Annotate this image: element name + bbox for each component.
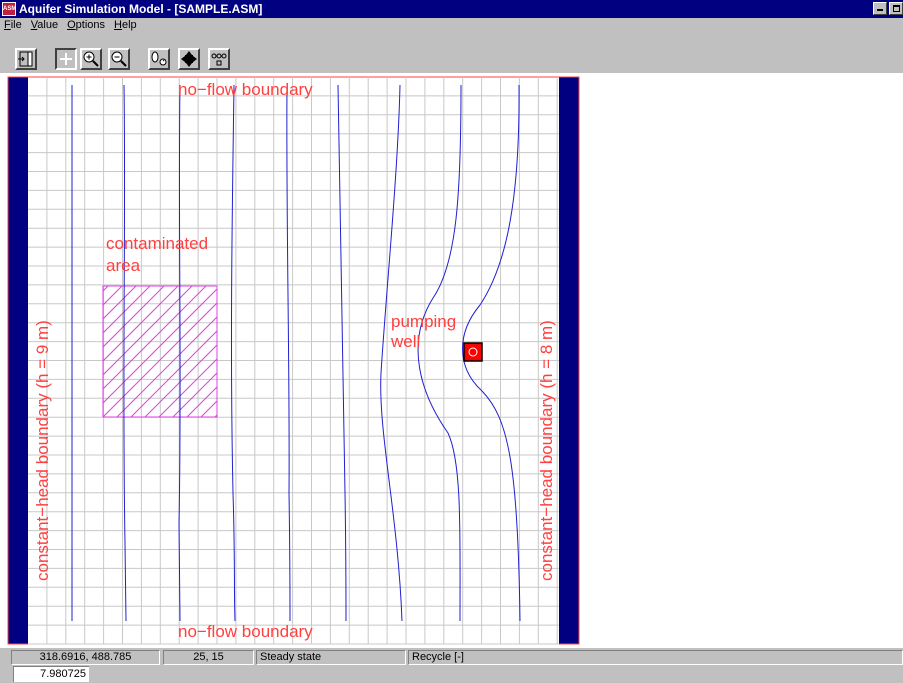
menu-help-accel: H	[114, 18, 122, 31]
menu-file[interactable]: File	[4, 19, 22, 31]
contaminated-area-label-line2: area	[106, 256, 141, 275]
minimize-button[interactable]	[873, 2, 887, 15]
contaminated-hatch-line	[229, 286, 360, 417]
zoom-out-button[interactable]	[108, 48, 130, 70]
contaminated-hatch-line	[103, 286, 151, 334]
contaminated-hatch-line	[158, 358, 217, 417]
contaminated-hatch-line	[214, 414, 217, 417]
contaminated-hatch-line	[103, 286, 207, 390]
contaminated-hatch-line	[130, 330, 217, 417]
contaminated-hatch-line	[186, 386, 217, 417]
status-cell-value: 7.980725	[13, 666, 89, 682]
bottom-boundary-label: no−flow boundary	[178, 622, 313, 641]
menu-options-accel: O	[67, 18, 76, 31]
status-bar: 318.6916, 488.785 25, 15 Steady state Re…	[0, 648, 903, 683]
head-contours	[71, 84, 521, 622]
well-symbol-icon	[468, 347, 478, 357]
grid-dots-icon	[211, 53, 227, 66]
aquifer-map[interactable]: no−flow boundary no−flow boundary consta…	[0, 73, 903, 648]
left-boundary-bar	[8, 77, 28, 644]
menu-value-label: alue	[37, 18, 59, 31]
contaminated-area[interactable]	[0, 285, 360, 418]
right-boundary-label: constant−head boundary (h = 8 m)	[537, 320, 556, 581]
window-controls	[873, 2, 903, 15]
menu-help-label: elp	[121, 18, 137, 31]
zoom-in-button[interactable]	[80, 48, 102, 70]
title-bar: ASM Aquifer Simulation Model - [SAMPLE.A…	[0, 0, 903, 18]
maximize-button[interactable]	[889, 2, 903, 15]
app-icon[interactable]: ASM	[2, 2, 16, 16]
menu-options-label: ptions	[75, 18, 105, 31]
contour-line	[286, 84, 291, 622]
contaminated-area-border	[102, 285, 218, 418]
right-boundary-bar	[559, 77, 579, 644]
crosshair-icon	[60, 53, 72, 65]
contour-line	[380, 84, 403, 622]
contaminated-hatch-line	[103, 302, 217, 417]
exit-button[interactable]	[15, 48, 37, 70]
contour-line	[123, 84, 127, 622]
contaminated-hatch-line	[144, 344, 217, 417]
contaminated-hatch-line	[103, 286, 193, 376]
left-boundary-label: constant−head boundary (h = 9 m)	[33, 320, 52, 581]
menu-options[interactable]: Options	[67, 19, 105, 31]
pan-button[interactable]	[178, 48, 200, 70]
select-cell-button[interactable]	[55, 48, 77, 70]
contour-line	[462, 84, 521, 622]
contour-line	[337, 84, 347, 622]
status-simulation-mode: Steady state	[256, 650, 406, 665]
minimize-icon	[877, 9, 883, 11]
menu-file-accel: F	[4, 18, 11, 31]
menu-value-accel: V	[30, 18, 38, 31]
pan-move-icon	[181, 51, 197, 67]
zoom-out-icon	[111, 51, 127, 67]
contaminated-hatch-line	[103, 286, 165, 348]
status-recycle: Recycle [-]	[408, 650, 903, 665]
status-cell-index: 25, 15	[163, 650, 254, 665]
pumping-well[interactable]	[463, 342, 483, 362]
exit-door-icon	[18, 51, 33, 67]
menu-value[interactable]: Value	[31, 19, 58, 31]
contaminated-hatch-line	[103, 286, 137, 320]
pumping-well-label-line2: well	[390, 332, 420, 351]
pumping-well-label-line1: pumping	[391, 312, 456, 331]
contaminated-hatch-line	[172, 372, 217, 417]
contour-line	[417, 84, 462, 622]
particle-tracking-button[interactable]	[148, 48, 170, 70]
contaminated-hatch-line	[116, 316, 217, 417]
status-coordinates: 318.6916, 488.785	[11, 650, 160, 665]
maximize-icon	[893, 5, 900, 12]
zoom-in-icon	[83, 51, 99, 67]
contaminated-hatch-line	[103, 286, 179, 362]
grid-button[interactable]	[208, 48, 230, 70]
contour-line	[230, 84, 236, 622]
model-workspace: no−flow boundary no−flow boundary consta…	[0, 73, 903, 648]
contaminated-hatch-line	[200, 400, 217, 417]
contour-line	[178, 84, 181, 622]
contaminated-area-label-line1: contaminated	[106, 234, 208, 253]
window-title: Aquifer Simulation Model - [SAMPLE.ASM]	[19, 2, 263, 16]
menu-file-label: ile	[10, 18, 22, 31]
pumping-well-marker	[463, 342, 483, 362]
contaminated-hatch-line	[103, 288, 217, 404]
menu-bar: File Value Options Help	[0, 18, 903, 31]
top-boundary-label: no−flow boundary	[178, 80, 313, 99]
menu-help[interactable]: Help	[114, 19, 137, 31]
particle-tracking-icon	[151, 51, 167, 66]
toolbar	[0, 31, 903, 73]
